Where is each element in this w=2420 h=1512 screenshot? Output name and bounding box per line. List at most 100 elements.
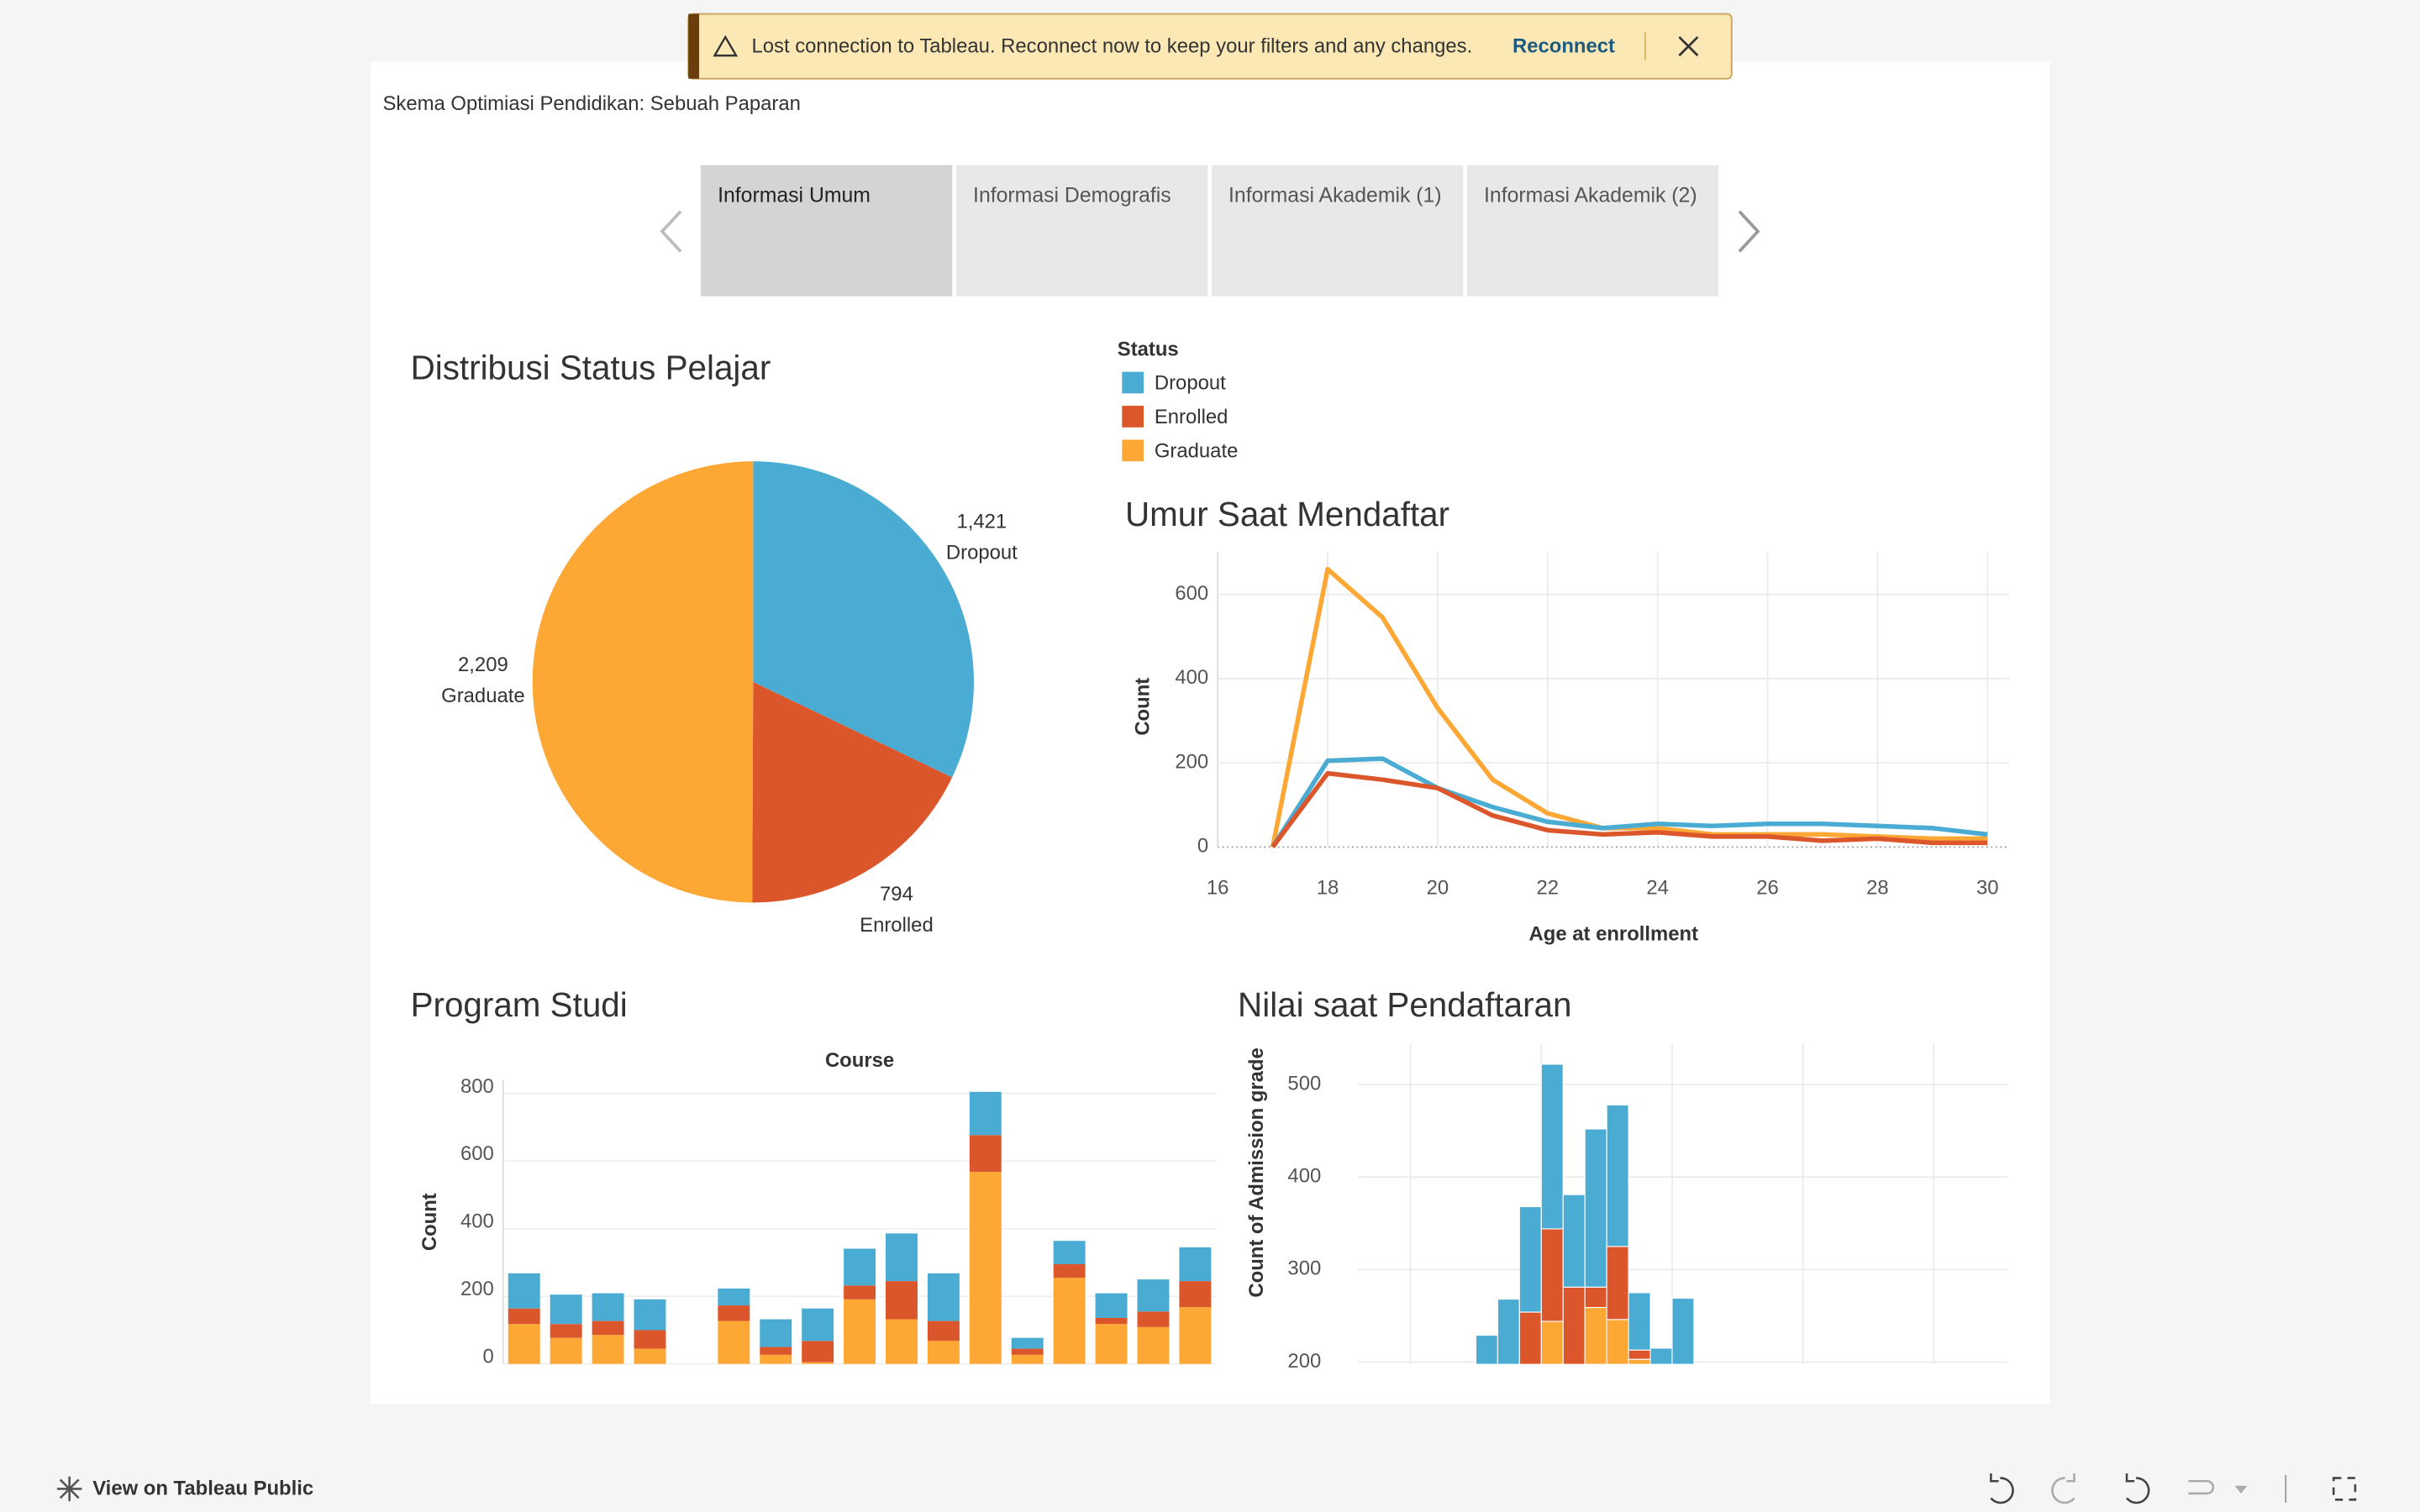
histogram-segment (1540, 1228, 1564, 1322)
slice-value-label: 794 (880, 883, 913, 906)
y-tick-label: 0 (482, 1346, 493, 1368)
tab-next[interactable] (1738, 210, 1760, 253)
y-tick-label: 800 (460, 1075, 494, 1098)
pie-slice (532, 461, 754, 903)
histogram-segment (1628, 1349, 1651, 1360)
bar-segment (886, 1233, 918, 1282)
warning-icon (713, 34, 739, 57)
tab-label-box: Informasi Demografis (973, 183, 1171, 207)
bar-segment (508, 1273, 540, 1309)
bar-segment (634, 1330, 666, 1349)
bar-segment (550, 1294, 582, 1325)
undo-button[interactable] (1990, 1473, 2014, 1504)
x-axis-label: Course (825, 1049, 894, 1072)
histogram-segment (1475, 1334, 1498, 1364)
bar-segment (1095, 1317, 1128, 1325)
histogram-bars (1475, 1063, 1695, 1364)
revert-button[interactable] (2125, 1473, 2150, 1504)
histogram-segment (1584, 1128, 1607, 1288)
tab[interactable] (700, 165, 953, 297)
x-tick-label: 26 (1756, 876, 1779, 899)
view-on-public-link[interactable]: View on Tableau Public (92, 1478, 313, 1500)
bar-segment (969, 1135, 1002, 1173)
y-tick-label: 400 (460, 1210, 494, 1233)
y-axis-label-clip: Count of Admission grade (1245, 1047, 1268, 1297)
y-tick-label: 500 (1287, 1072, 1321, 1095)
bar-segment (1011, 1354, 1044, 1364)
line-series (1270, 756, 1988, 848)
bar-segment (1053, 1278, 1086, 1364)
histogram-segment (1628, 1292, 1651, 1351)
tab-label[interactable]: Informasi Akademik (2) (1484, 183, 1697, 207)
refresh-menu[interactable] (2234, 1485, 2248, 1494)
bar-segment (1053, 1263, 1086, 1278)
tab-prev[interactable] (660, 210, 682, 253)
histogram-segment (1562, 1286, 1586, 1364)
connection-banner: Lost connection to Tableau. Reconnect no… (687, 13, 1733, 80)
bar-segment (844, 1248, 876, 1286)
bar-segment (969, 1172, 1002, 1364)
legend-swatch (1122, 406, 1144, 428)
bar-segment (802, 1362, 834, 1364)
tab-label[interactable]: Informasi Akademik (1) (1228, 183, 1442, 207)
y-tick-label: 300 (1287, 1257, 1321, 1280)
banner-edge (688, 13, 700, 79)
legend-swatch (1122, 439, 1144, 462)
line-series (1270, 770, 1988, 849)
slice-name-label: Graduate (441, 685, 524, 707)
bar-segment (760, 1347, 792, 1355)
y-tick-label: 400 (1175, 666, 1208, 689)
tab[interactable] (1211, 165, 1464, 297)
histogram-segment (1540, 1063, 1564, 1230)
redo-button[interactable] (2051, 1473, 2075, 1504)
y-axis-label: Count (418, 1193, 441, 1251)
x-tick-label: 16 (1207, 876, 1229, 899)
bar-segment (592, 1293, 624, 1321)
legend-label: Enrolled (1155, 406, 1228, 428)
bar-segment (760, 1354, 792, 1364)
bar-segment (886, 1319, 918, 1364)
histogram-segment (1518, 1311, 1542, 1364)
tab-label[interactable]: Informasi Demografis (973, 183, 1171, 207)
tab[interactable] (1466, 165, 1719, 297)
tab-label[interactable]: Informasi Umum (718, 183, 871, 207)
bar-segment (1179, 1307, 1212, 1364)
bar-segment (844, 1299, 876, 1364)
y-tick-label: 0 (1197, 835, 1208, 858)
bar-segment (969, 1091, 1002, 1136)
refresh-button[interactable] (2188, 1479, 2215, 1495)
x-axis-label: Age at enrollment (1529, 922, 1699, 945)
bar-segment (802, 1341, 834, 1362)
pie-slice (753, 461, 974, 778)
bar-segment (634, 1348, 666, 1364)
histogram-segment (1606, 1104, 1629, 1247)
histogram-segment (1584, 1286, 1607, 1309)
bar-segment (718, 1288, 750, 1306)
close-button[interactable] (1678, 36, 1699, 57)
histogram-segment (1671, 1297, 1695, 1364)
legend-label: Graduate (1155, 439, 1238, 462)
slice-value-label: 1,421 (957, 511, 1007, 533)
histogram-segment (1606, 1319, 1629, 1364)
bar-segment (1137, 1311, 1170, 1327)
bar-segment (1179, 1281, 1212, 1308)
bar-segment (550, 1337, 582, 1364)
bar-segment (508, 1308, 540, 1325)
x-tick-label: 20 (1427, 876, 1449, 899)
y-tick-label: 200 (1287, 1350, 1321, 1373)
bar-segment (1095, 1293, 1128, 1318)
y-tick-label: 200 (1175, 750, 1208, 773)
reconnect-button[interactable]: Reconnect (1512, 34, 1615, 57)
fullscreen-button[interactable] (2332, 1477, 2357, 1501)
bar-segment (634, 1299, 666, 1331)
x-tick-label: 30 (1976, 876, 1999, 899)
histogram-segment (1540, 1320, 1564, 1364)
bar-segment (1095, 1324, 1128, 1364)
y-tick-label: 600 (1175, 582, 1208, 605)
bar-segment (550, 1324, 582, 1338)
histogram-segment (1649, 1347, 1673, 1364)
bar-segment (1137, 1326, 1170, 1364)
x-tick-label: 22 (1537, 876, 1560, 899)
tab[interactable] (955, 165, 1208, 297)
